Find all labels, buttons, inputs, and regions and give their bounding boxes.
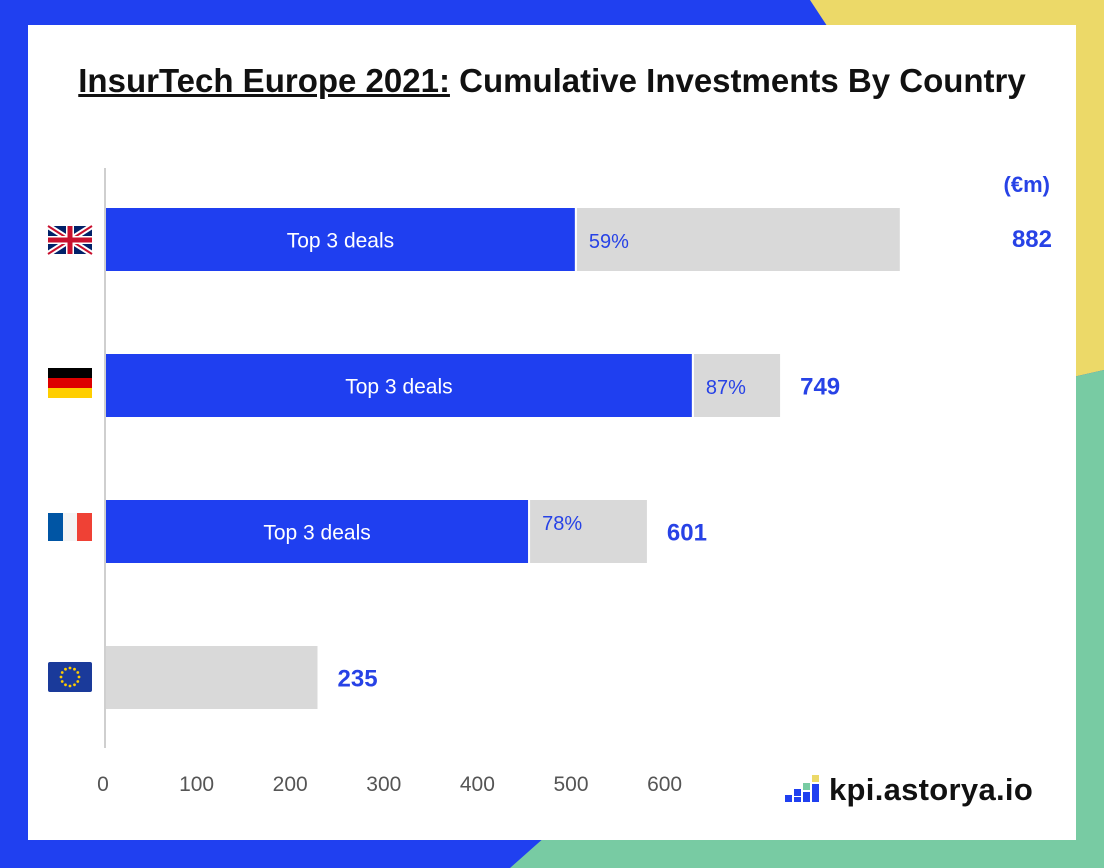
bar-total-3 bbox=[106, 646, 318, 709]
bars-group: Top 3 deals 59% 882 Top 3 deals 87% 749 Top 3 … bbox=[106, 208, 1052, 709]
brand-logo: kpi.astorya.io bbox=[785, 772, 1033, 808]
x-tick-label: 600 bbox=[647, 773, 682, 796]
x-tick-label: 0 bbox=[97, 773, 109, 796]
eu-flag-icon bbox=[48, 662, 92, 692]
eu-star bbox=[76, 680, 80, 683]
eu-star bbox=[60, 671, 64, 674]
flag-icons bbox=[46, 223, 94, 692]
x-tick-label: 300 bbox=[366, 773, 401, 796]
total-label: 749 bbox=[800, 374, 840, 401]
eu-star bbox=[76, 671, 80, 674]
france-flag-icon bbox=[48, 513, 92, 541]
x-tick-label: 100 bbox=[179, 773, 214, 796]
eu-star bbox=[60, 680, 64, 683]
bar-top3-label: Top 3 deals bbox=[287, 230, 394, 253]
bar-top3-2 bbox=[106, 500, 529, 563]
x-tick-label: 500 bbox=[553, 773, 588, 796]
bar-top3-1 bbox=[106, 354, 692, 417]
eu-star bbox=[64, 683, 67, 687]
top3-share-label: 87% bbox=[706, 377, 746, 399]
germany-flag-icon bbox=[48, 368, 92, 398]
total-label: 235 bbox=[338, 666, 378, 693]
chart-title-underlined: InsurTech Europe 2021: bbox=[78, 62, 450, 99]
x-tick-label: 200 bbox=[273, 773, 308, 796]
total-label: 601 bbox=[667, 520, 707, 547]
eu-star bbox=[77, 675, 81, 679]
brand-logo-text: kpi.astorya.io bbox=[829, 772, 1034, 807]
unit-label: (€m) bbox=[1004, 172, 1050, 197]
x-axis-ticks: 0 100 200 300 400 500 600 bbox=[97, 773, 682, 796]
bar-top3-label: Top 3 deals bbox=[345, 376, 452, 399]
eu-star bbox=[73, 667, 76, 671]
bar-chart-logo-icon bbox=[785, 775, 819, 802]
eu-star bbox=[73, 683, 76, 687]
total-label: 882 bbox=[1012, 226, 1052, 253]
chart-title-rest: Cumulative Investments By Country bbox=[449, 62, 1026, 99]
eu-star bbox=[68, 666, 72, 670]
bar-top3-label: Top 3 deals bbox=[263, 522, 370, 545]
x-tick-label: 400 bbox=[460, 773, 495, 796]
eu-star bbox=[68, 684, 72, 688]
top3-share-label: 59% bbox=[589, 231, 629, 253]
bar-top3-0 bbox=[106, 208, 575, 271]
uk-flag-icon bbox=[46, 223, 94, 257]
chart-title: InsurTech Europe 2021: Cumulative Invest… bbox=[0, 62, 1104, 100]
top3-share-label: 78% bbox=[542, 513, 582, 535]
eu-star bbox=[59, 675, 63, 679]
eu-star bbox=[64, 667, 67, 671]
